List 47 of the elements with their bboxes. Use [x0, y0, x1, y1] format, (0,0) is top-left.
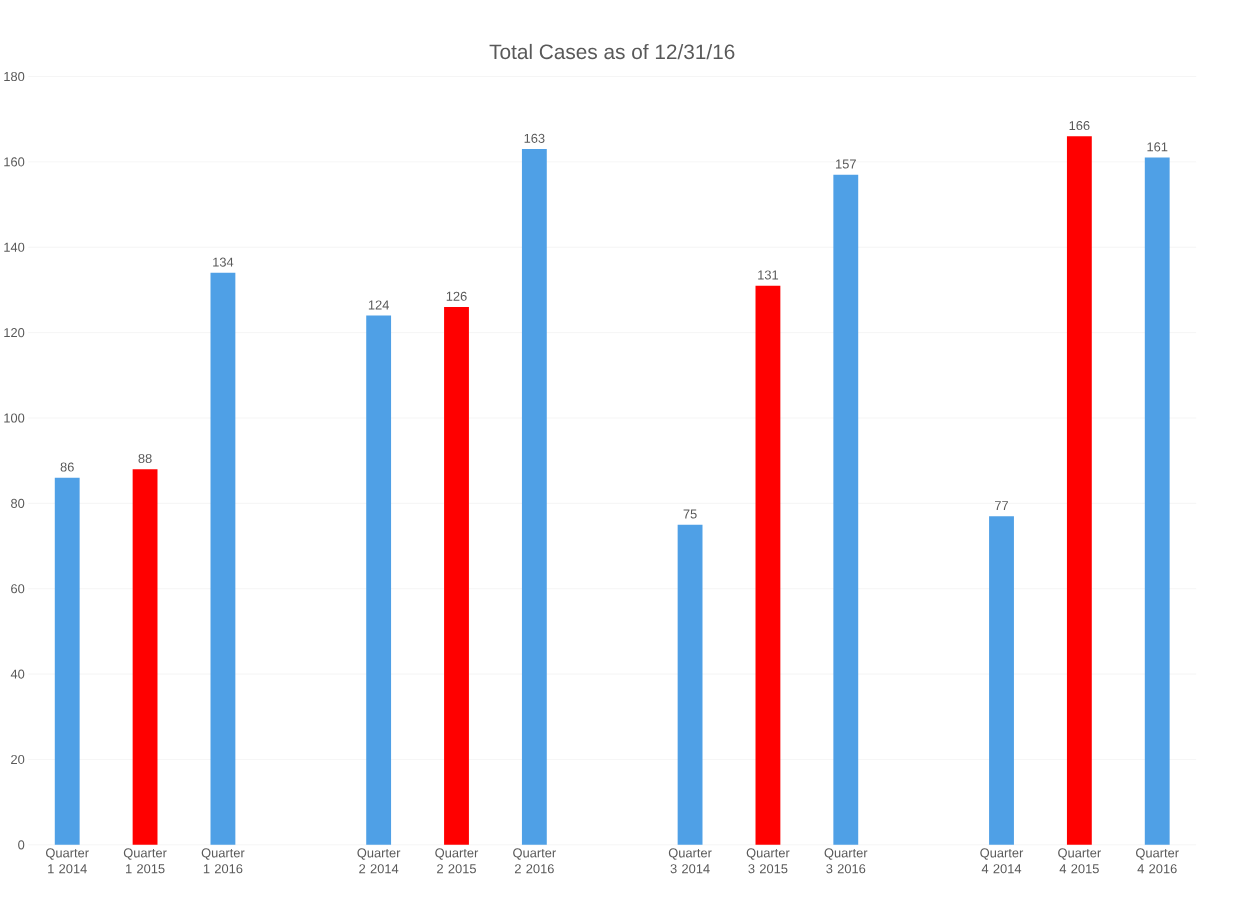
bar — [444, 306, 469, 845]
data-label: 134 — [213, 257, 234, 267]
bar — [989, 515, 1014, 845]
bar — [366, 315, 392, 845]
bar — [755, 285, 781, 845]
x-tick-label: Quarter 2 2016 — [513, 848, 556, 874]
data-label: 86 — [60, 462, 74, 472]
x-tick-label: Quarter 1 2014 — [46, 848, 89, 874]
data-label: 124 — [368, 300, 390, 310]
x-tick-label: Quarter 4 2014 — [980, 848, 1024, 874]
x-tick-label: Quarter 1 2016 — [201, 848, 245, 874]
y-tick-label: 60 — [11, 583, 25, 594]
y-tick-label: 160 — [4, 157, 25, 167]
data-label: 75 — [683, 509, 697, 519]
x-tick-label: Quarter 2 2015 — [435, 848, 479, 874]
x-tick-label: Quarter 3 2015 — [746, 848, 790, 874]
data-label: 163 — [524, 133, 545, 143]
bar — [210, 272, 236, 845]
y-tick-label: 100 — [4, 413, 25, 423]
y-tick-label: 0 — [18, 840, 25, 850]
bar — [677, 524, 703, 845]
bar — [1144, 157, 1170, 845]
y-tick-label: 40 — [10, 669, 25, 679]
chart-title: Total Cases as of 12/31/16 — [489, 43, 735, 59]
data-label: 77 — [995, 500, 1009, 510]
y-tick-label: 180 — [4, 71, 25, 81]
data-label: 126 — [446, 291, 467, 301]
y-tick-label: 120 — [4, 327, 25, 337]
data-label: 157 — [836, 159, 856, 169]
bar — [1066, 136, 1092, 845]
x-tick-label: Quarter 3 2014 — [668, 848, 712, 874]
x-tick-label: Quarter 4 2015 — [1058, 848, 1101, 874]
x-tick-label: Quarter 4 2016 — [1136, 848, 1179, 874]
bar — [833, 174, 859, 845]
y-tick-label: 80 — [11, 498, 25, 508]
bar — [132, 468, 158, 845]
data-label: 88 — [138, 453, 152, 463]
bar — [54, 477, 80, 845]
x-tick-label: Quarter 1 2015 — [123, 848, 167, 874]
data-label: 166 — [1069, 120, 1090, 130]
data-label: 161 — [1147, 142, 1168, 152]
x-tick-label: Quarter 3 2016 — [824, 848, 868, 874]
x-tick-label: Quarter 2 2014 — [357, 848, 401, 874]
bar — [521, 148, 547, 845]
data-label: 131 — [758, 270, 779, 280]
y-tick-label: 140 — [4, 242, 25, 252]
y-tick-label: 20 — [11, 754, 25, 764]
